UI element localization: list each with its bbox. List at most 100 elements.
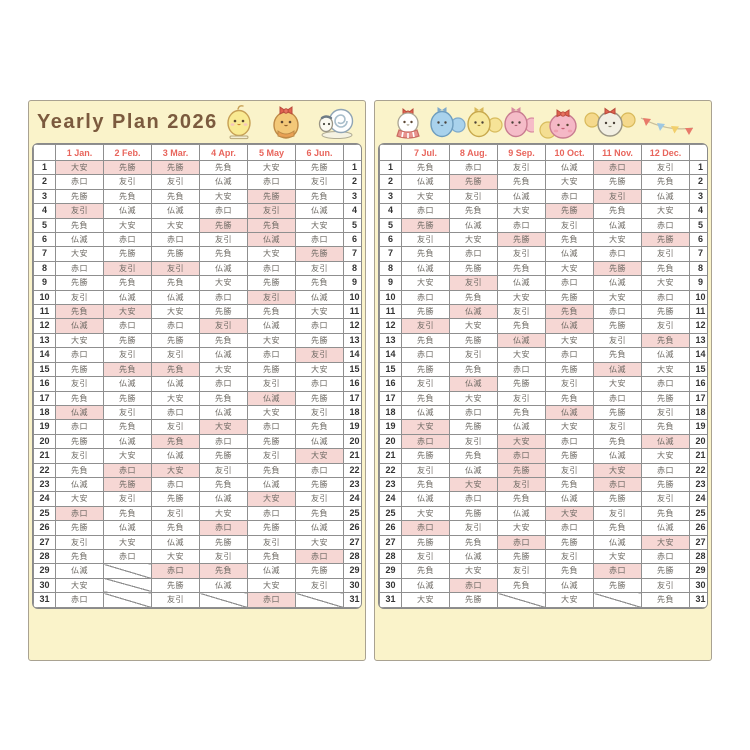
rokuyo-cell: 先勝 bbox=[401, 304, 450, 320]
day-row: 13 先負 先勝 仏滅 大安 友引 先負 13 bbox=[379, 332, 707, 349]
rokuyo-cell: 仏滅 bbox=[449, 304, 498, 320]
rokuyo-cell: 仏滅 bbox=[641, 347, 690, 363]
day-row: 3 先勝 先負 先負 大安 先勝 先負 3 bbox=[33, 188, 361, 205]
rokuyo-cell: 先勝 bbox=[55, 188, 104, 205]
rokuyo-cell: 赤口 bbox=[151, 232, 200, 248]
rokuyo-cell: 先勝 bbox=[151, 491, 200, 507]
rokuyo-cell: 友引 bbox=[593, 505, 642, 522]
rokuyo-cell: 赤口 bbox=[593, 159, 642, 176]
rokuyo-cell: 先負 bbox=[497, 174, 546, 190]
rokuyo-cell: 仏滅 bbox=[103, 433, 152, 450]
rokuyo-cell: 友引 bbox=[103, 260, 152, 277]
day-row: 7 先負 赤口 友引 仏滅 赤口 友引 7 bbox=[379, 246, 707, 262]
rokuyo-cell: 先勝 bbox=[545, 289, 594, 306]
month-header-row: 1 Jan. 2 Feb. 3 Mar. 4 Apr. 5 May 6 Jun. bbox=[33, 144, 361, 161]
day-number-cell: 2 bbox=[379, 174, 402, 190]
rokuyo-cell: 先勝 bbox=[641, 304, 690, 320]
rokuyo-cell: 仏滅 bbox=[545, 318, 594, 334]
rokuyo-cell: 先勝 bbox=[295, 159, 344, 176]
day-number-cell: 8 bbox=[343, 260, 361, 277]
day-number-cell: 6 bbox=[343, 232, 361, 248]
rokuyo-cell: 大安 bbox=[545, 332, 594, 349]
rokuyo-cell: 先勝 bbox=[545, 203, 594, 219]
rokuyo-cell: 仏滅 bbox=[449, 376, 498, 392]
rokuyo-cell: 仏滅 bbox=[497, 505, 546, 522]
rokuyo-cell: 大安 bbox=[247, 332, 296, 349]
rokuyo-cell: 赤口 bbox=[449, 404, 498, 421]
rokuyo-cell: 赤口 bbox=[593, 476, 642, 493]
rokuyo-cell: 仏滅 bbox=[593, 448, 642, 464]
rokuyo-cell: 赤口 bbox=[449, 159, 498, 176]
rokuyo-cell: 先勝 bbox=[641, 390, 690, 406]
rokuyo-cell: 仏滅 bbox=[449, 462, 498, 478]
rokuyo-cell: 大安 bbox=[449, 563, 498, 579]
rokuyo-cell: 仏滅 bbox=[151, 376, 200, 392]
rokuyo-cell: 先勝 bbox=[401, 534, 450, 550]
day-row: 30 仏滅 赤口 先負 仏滅 先勝 友引 30 bbox=[379, 577, 707, 594]
cheer-trio-character-icon bbox=[430, 107, 535, 138]
rokuyo-cell: 赤口 bbox=[247, 174, 296, 190]
rokuyo-cell: 大安 bbox=[449, 390, 498, 406]
day-number-cell: 12 bbox=[33, 318, 56, 334]
day-number-cell: 18 bbox=[33, 404, 56, 421]
day-row: 22 先負 赤口 大安 友引 先負 赤口 22 bbox=[33, 462, 361, 478]
rokuyo-cell: 友引 bbox=[449, 188, 498, 205]
day-number-cell: 14 bbox=[33, 347, 56, 363]
rokuyo-cell: 先負 bbox=[449, 448, 498, 464]
rokuyo-cell: 仏滅 bbox=[295, 203, 344, 219]
rokuyo-cell: 先負 bbox=[199, 563, 248, 579]
rokuyo-cell: 仏滅 bbox=[151, 448, 200, 464]
rokuyo-cell: 友引 bbox=[247, 534, 296, 550]
rokuyo-cell: 先負 bbox=[247, 217, 296, 234]
rokuyo-cell: 大安 bbox=[545, 260, 594, 277]
rokuyo-cell: 大安 bbox=[497, 347, 546, 363]
rokuyo-cell: 先勝 bbox=[295, 246, 344, 262]
month-header-cell: 8 Aug. bbox=[449, 144, 498, 161]
day-number-cell: 1 bbox=[379, 159, 402, 176]
rokuyo-cell: 赤口 bbox=[497, 361, 546, 378]
rokuyo-cell: 赤口 bbox=[55, 347, 104, 363]
rokuyo-cell: 仏滅 bbox=[103, 289, 152, 306]
rokuyo-cell: 先勝 bbox=[593, 577, 642, 594]
day-number-cell: 3 bbox=[689, 188, 707, 205]
rokuyo-cell: 先負 bbox=[641, 505, 690, 522]
rokuyo-cell: 大安 bbox=[593, 462, 642, 478]
rokuyo-cell: 大安 bbox=[295, 217, 344, 234]
rokuyo-cell: 赤口 bbox=[55, 592, 104, 608]
day-row: 27 先勝 先負 赤口 先勝 仏滅 大安 27 bbox=[379, 534, 707, 550]
day-row: 17 先負 先勝 大安 先負 仏滅 先勝 17 bbox=[33, 390, 361, 406]
rokuyo-cell: 赤口 bbox=[401, 520, 450, 536]
day-number-cell: 26 bbox=[689, 520, 707, 536]
day-number-cell: 29 bbox=[379, 563, 402, 579]
rokuyo-cell: 友引 bbox=[199, 318, 248, 334]
rokuyo-cell: 大安 bbox=[593, 376, 642, 392]
rokuyo-cell: 大安 bbox=[199, 505, 248, 522]
rokuyo-cell: 友引 bbox=[295, 404, 344, 421]
rokuyo-cell: 先負 bbox=[295, 419, 344, 435]
day-number-cell: 20 bbox=[33, 433, 56, 450]
day-row: 25 赤口 先負 友引 大安 赤口 先負 25 bbox=[33, 505, 361, 522]
day-number-cell: 26 bbox=[379, 520, 402, 536]
rokuyo-cell: 先勝 bbox=[497, 232, 546, 248]
rokuyo-cell: 赤口 bbox=[295, 232, 344, 248]
rokuyo-cell: 仏滅 bbox=[103, 520, 152, 536]
day-column-header bbox=[689, 144, 707, 161]
rokuyo-cell: 大安 bbox=[247, 404, 296, 421]
rokuyo-cell: 友引 bbox=[55, 534, 104, 550]
rokuyo-cell: 大安 bbox=[199, 419, 248, 435]
rokuyo-cell: 赤口 bbox=[199, 376, 248, 392]
rokuyo-cell: 大安 bbox=[295, 361, 344, 378]
planner-spread: Yearly Plan 2026 bbox=[28, 100, 712, 661]
rokuyo-cell: 先負 bbox=[55, 304, 104, 320]
day-number-cell: 2 bbox=[33, 174, 56, 190]
rokuyo-cell: 大安 bbox=[151, 390, 200, 406]
rokuyo-cell: 友引 bbox=[545, 376, 594, 392]
blank-cell bbox=[295, 592, 344, 608]
day-number-cell: 15 bbox=[343, 361, 361, 378]
day-number-cell: 18 bbox=[343, 404, 361, 421]
rokuyo-cell: 大安 bbox=[641, 534, 690, 550]
day-number-cell: 24 bbox=[379, 491, 402, 507]
rokuyo-cell: 友引 bbox=[151, 592, 200, 608]
rokuyo-cell: 大安 bbox=[449, 318, 498, 334]
day-row: 17 先負 大安 友引 先負 赤口 先勝 17 bbox=[379, 390, 707, 406]
